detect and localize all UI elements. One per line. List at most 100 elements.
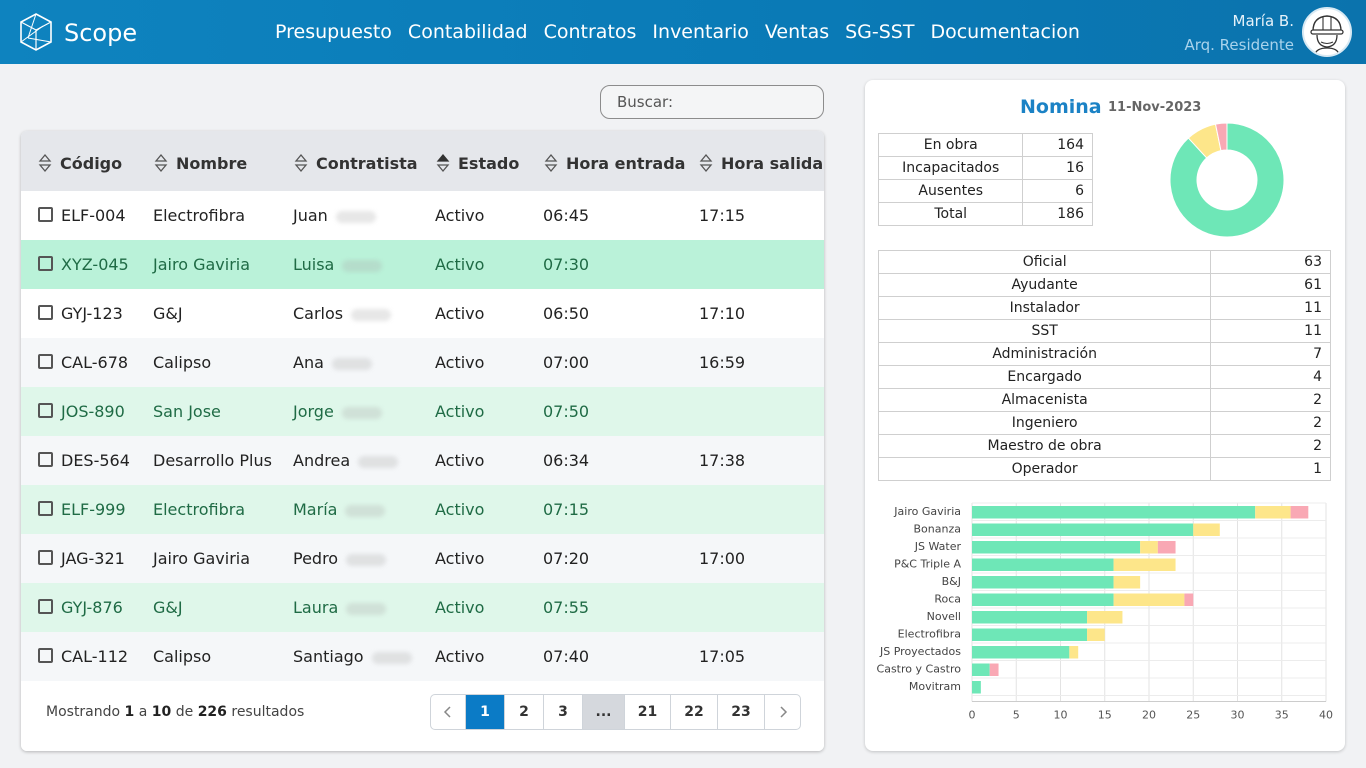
brand-name[interactable]: Scope [64, 19, 138, 47]
table-row[interactable]: DES-564 Desarrollo Plus Andrea Activo 06:34 1… [21, 436, 824, 485]
cell-contratista: Andrea [293, 451, 399, 470]
role-label: Ayudante [877, 273, 1212, 297]
cell-estado: Activo [435, 255, 485, 274]
summary-from: 1 [124, 704, 135, 720]
cell-contratista: Santiago [293, 647, 412, 666]
nav-sg-sst[interactable]: SG-SST [845, 21, 915, 43]
summary-value: 164 [1022, 133, 1093, 157]
bar-segment[interactable] [1113, 558, 1176, 572]
table-row[interactable]: ELF-999 Electrofibra María Activo 07:15 [21, 485, 824, 534]
bar-segment[interactable] [972, 646, 1070, 659]
role-value: 11 [1210, 319, 1331, 343]
bar-segment[interactable] [972, 541, 1141, 554]
page-21-button[interactable]: 21 [625, 695, 671, 729]
row-checkbox[interactable] [38, 354, 53, 369]
column-header-contratista[interactable]: Contratista [294, 153, 418, 173]
nav-documentacion[interactable]: Documentacion [930, 21, 1080, 43]
column-header-codigo[interactable]: Código [38, 153, 122, 173]
page-3-button[interactable]: 3 [544, 695, 583, 729]
row-checkbox[interactable] [38, 403, 53, 418]
donut-slice-en-obra[interactable] [1169, 122, 1285, 238]
bar-segment[interactable] [1184, 593, 1194, 607]
attendance-donut-chart [1169, 122, 1285, 238]
bar-segment[interactable] [1290, 506, 1309, 519]
cell-codigo: DES-564 [61, 451, 130, 470]
bar-segment[interactable] [972, 506, 1256, 519]
page-23-button[interactable]: 23 [718, 695, 765, 729]
table-row[interactable]: ELF-004 Electrofibra Juan Activo 06:45 17:15 [21, 191, 824, 240]
avatar[interactable] [1302, 7, 1352, 57]
bar-segment[interactable] [972, 681, 981, 694]
row-checkbox[interactable] [38, 599, 53, 614]
table-row[interactable]: GYJ-876 G&J Laura Activo 07:55 [21, 583, 824, 632]
nav-contratos[interactable]: Contratos [543, 21, 637, 43]
row-checkbox[interactable] [38, 501, 53, 516]
bar-segment[interactable] [1255, 506, 1291, 519]
nav-presupuesto[interactable]: Presupuesto [275, 21, 392, 43]
bar-segment[interactable] [1113, 576, 1141, 589]
prev-page-button[interactable] [431, 695, 466, 729]
bar-segment[interactable] [972, 611, 1088, 624]
table-row[interactable]: CAL-678 Calipso Ana Activo 07:00 16:59 [21, 338, 824, 387]
cell-estado: Activo [435, 206, 485, 225]
page-22-button[interactable]: 22 [671, 695, 718, 729]
summary-row: Ausentes 6 [877, 179, 1093, 203]
bar-segment[interactable] [1087, 611, 1123, 624]
bar-segment[interactable] [972, 558, 1114, 572]
donut-slice-ausentes[interactable] [1214, 122, 1228, 152]
nav-inventario[interactable]: Inventario [652, 21, 749, 43]
page-2-button[interactable]: 2 [505, 695, 544, 729]
next-page-button[interactable] [765, 695, 800, 729]
row-checkbox[interactable] [38, 648, 53, 663]
cell-hora-entrada: 06:34 [543, 451, 590, 470]
row-checkbox[interactable] [38, 452, 53, 467]
bar-segment[interactable] [1157, 541, 1176, 554]
cell-estado: Activo [435, 304, 485, 323]
nav-contabilidad[interactable]: Contabilidad [407, 21, 528, 43]
redacted-surname [346, 602, 387, 615]
table-row[interactable]: JAG-321 Jairo Gaviria Pedro Activo 07:20 17:0… [21, 534, 824, 583]
role-value: 63 [1210, 250, 1331, 274]
bar-segment[interactable] [972, 576, 1114, 589]
bar-segment[interactable] [972, 628, 1088, 642]
row-checkbox[interactable] [38, 207, 53, 222]
bar-segment[interactable] [972, 593, 1114, 607]
chevron-left-icon [443, 706, 451, 718]
page-ellipsis: ... [583, 695, 625, 729]
search-input[interactable] [600, 85, 824, 119]
summary-label: Total [877, 202, 1024, 226]
table-row[interactable]: CAL-112 Calipso Santiago Activo 07:40 17:05 [21, 632, 824, 681]
bar-segment[interactable] [972, 523, 1194, 537]
bar-segment[interactable] [989, 663, 999, 677]
scope-logo-icon[interactable] [18, 12, 54, 52]
nav-ventas[interactable]: Ventas [764, 21, 830, 43]
column-header-nombre[interactable]: Nombre [154, 153, 247, 173]
cell-estado: Activo [435, 549, 485, 568]
cell-contratista: Juan [293, 206, 376, 225]
row-checkbox[interactable] [38, 256, 53, 271]
user-name[interactable]: María B. [1232, 12, 1295, 30]
column-header-estado[interactable]: Estado [436, 153, 519, 173]
cell-contratista: Laura [293, 598, 387, 617]
column-header-hora-entrada[interactable]: Hora entrada [544, 153, 685, 173]
table-row[interactable]: JOS-890 San Jose Jorge Activo 07:50 [21, 387, 824, 436]
cell-codigo: ELF-999 [61, 500, 126, 519]
table-row[interactable]: XYZ-045 Jairo Gaviria Luisa Activo 07:30 [21, 240, 824, 289]
bar-segment[interactable] [1069, 646, 1079, 659]
row-checkbox[interactable] [38, 305, 53, 320]
page-1-button[interactable]: 1 [466, 695, 505, 729]
user-role: Arq. Residente [1184, 36, 1294, 54]
main-nav: Presupuesto Contabilidad Contratos Inven… [275, 21, 1096, 43]
row-checkbox[interactable] [38, 550, 53, 565]
bar-segment[interactable] [1113, 593, 1185, 607]
cell-codigo: GYJ-123 [61, 304, 123, 323]
table-row[interactable]: GYJ-123 G&J Carlos Activo 06:50 17:10 [21, 289, 824, 338]
x-tick-label: 30 [1231, 709, 1245, 722]
summary-to: 10 [151, 704, 172, 720]
bar-segment[interactable] [1087, 628, 1105, 642]
bar-segment[interactable] [1193, 523, 1220, 537]
column-header-hora-salida[interactable]: Hora salida [699, 153, 823, 173]
bar-segment[interactable] [972, 663, 990, 677]
bar-segment[interactable] [1140, 541, 1158, 554]
cell-codigo: JOS-890 [61, 402, 125, 421]
